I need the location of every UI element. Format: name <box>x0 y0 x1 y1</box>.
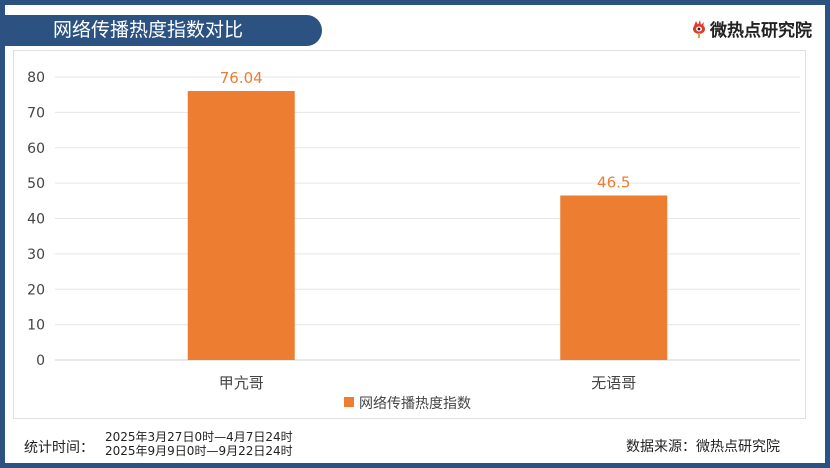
y-tick-label: 80 <box>27 70 45 86</box>
data-source: 数据来源：微热点研究院 <box>626 439 780 455</box>
y-tick-label: 40 <box>27 212 45 228</box>
weibo-eye-icon <box>693 19 705 38</box>
slide <box>5 5 825 463</box>
data-label: 76.04 <box>220 69 263 87</box>
y-tick-label: 70 <box>27 105 45 121</box>
bar <box>187 91 295 361</box>
stat-dates: 2025年3月27日0时—4月7日24时 2025年9月9日0时—9月22日24… <box>105 430 293 458</box>
chart-box <box>13 50 806 419</box>
y-tick-label: 20 <box>27 282 45 298</box>
stat-date-1: 2025年3月27日0时—4月7日24时 <box>105 430 293 444</box>
logo: 微热点研究院 <box>691 16 812 41</box>
stat-date-2: 2025年9月9日0时—9月22日24时 <box>105 444 293 458</box>
legend-swatch <box>344 397 354 407</box>
stat-time-label: 统计时间： <box>24 440 94 456</box>
logo-text: 微热点研究院 <box>710 21 812 41</box>
bar <box>560 195 668 360</box>
y-tick-label: 10 <box>27 318 45 334</box>
x-tick-label: 甲亢哥 <box>219 374 264 392</box>
y-tick-label: 0 <box>36 353 45 369</box>
y-tick-label: 60 <box>27 141 45 157</box>
legend-label: 网络传播热度指数 <box>359 396 471 412</box>
y-tick-label: 30 <box>27 247 45 263</box>
y-tick-label: 50 <box>27 176 45 192</box>
data-label: 46.5 <box>597 174 630 192</box>
page-title: 网络传播热度指数对比 <box>0 15 322 46</box>
x-tick-label: 无语哥 <box>591 374 636 392</box>
